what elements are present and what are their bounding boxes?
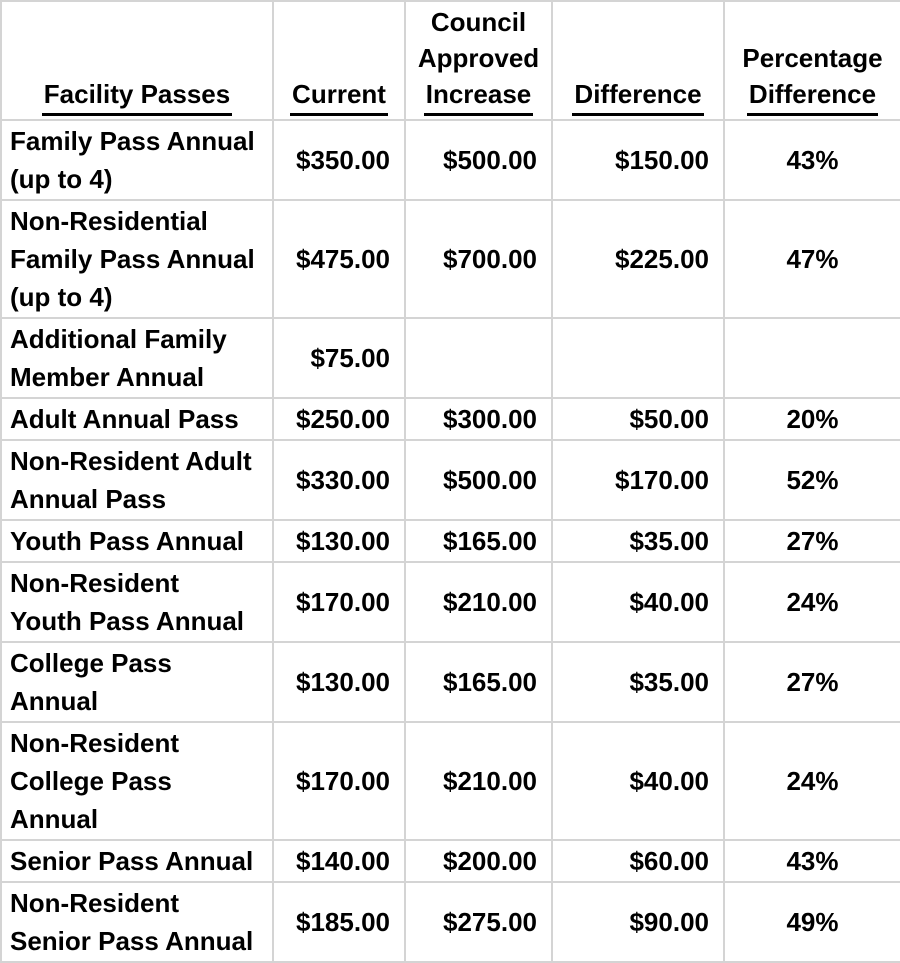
facility-name-cell: Youth Pass Annual <box>0 519 274 563</box>
facility-name-cell: Non-Resident Youth Pass Annual <box>0 561 274 643</box>
difference-value-cell <box>551 317 725 399</box>
table-row: Senior Pass Annual $140.00 $200.00 $60.0… <box>0 839 900 883</box>
column-header-percentage-difference: Percentage Difference <box>723 0 900 121</box>
percentage-value-cell: 43% <box>723 839 900 883</box>
table-row: College Pass Annual $130.00 $165.00 $35.… <box>0 641 900 723</box>
percentage-value-cell: 24% <box>723 721 900 841</box>
facility-name-cell: Non-Resident Senior Pass Annual <box>0 881 274 963</box>
facility-name-cell: Non-Resident Adult Annual Pass <box>0 439 274 521</box>
percentage-value-cell: 27% <box>723 519 900 563</box>
difference-value-cell: $150.00 <box>551 119 725 201</box>
header-underlined-text: Facility Passes <box>41 76 233 116</box>
difference-value-cell: $225.00 <box>551 199 725 319</box>
difference-value-cell: $90.00 <box>551 881 725 963</box>
header-underlined-text: Increase <box>423 76 534 116</box>
table-row: Non-Resident Adult Annual Pass $330.00 $… <box>0 439 900 521</box>
increase-value-cell: $500.00 <box>404 119 553 201</box>
difference-value-cell: $170.00 <box>551 439 725 521</box>
current-value-cell: $75.00 <box>272 317 406 399</box>
current-value-cell: $170.00 <box>272 721 406 841</box>
current-value-cell: $130.00 <box>272 519 406 563</box>
table-row: Non-Resident Senior Pass Annual $185.00 … <box>0 881 900 963</box>
current-value-cell: $185.00 <box>272 881 406 963</box>
header-underlined-text: Current <box>290 76 388 116</box>
column-header-facility-passes: Facility Passes <box>0 0 274 121</box>
header-underlined-text: Difference <box>572 76 704 116</box>
percentage-value-cell: 27% <box>723 641 900 723</box>
difference-value-cell: $60.00 <box>551 839 725 883</box>
table-row: Additional Family Member Annual $75.00 <box>0 317 900 399</box>
increase-value-cell: $500.00 <box>404 439 553 521</box>
current-value-cell: $350.00 <box>272 119 406 201</box>
facility-name-cell: Adult Annual Pass <box>0 397 274 441</box>
increase-value-cell <box>404 317 553 399</box>
current-value-cell: $130.00 <box>272 641 406 723</box>
increase-value-cell: $200.00 <box>404 839 553 883</box>
facility-name-cell: Non-Residential Family Pass Annual (up t… <box>0 199 274 319</box>
current-value-cell: $250.00 <box>272 397 406 441</box>
difference-value-cell: $35.00 <box>551 519 725 563</box>
facility-name-cell: Additional Family Member Annual <box>0 317 274 399</box>
column-header-council-approved-increase: Council Approved Increase <box>404 0 553 121</box>
current-value-cell: $475.00 <box>272 199 406 319</box>
increase-value-cell: $165.00 <box>404 641 553 723</box>
table-row: Youth Pass Annual $130.00 $165.00 $35.00… <box>0 519 900 563</box>
difference-value-cell: $40.00 <box>551 721 725 841</box>
increase-value-cell: $210.00 <box>404 561 553 643</box>
percentage-value-cell <box>723 317 900 399</box>
facility-name-cell: Non-Resident College Pass Annual <box>0 721 274 841</box>
table-row: Non-Resident Youth Pass Annual $170.00 $… <box>0 561 900 643</box>
percentage-value-cell: 49% <box>723 881 900 963</box>
table-row: Non-Resident College Pass Annual $170.00… <box>0 721 900 841</box>
increase-value-cell: $700.00 <box>404 199 553 319</box>
table-row: Adult Annual Pass $250.00 $300.00 $50.00… <box>0 397 900 441</box>
percentage-value-cell: 52% <box>723 439 900 521</box>
increase-value-cell: $210.00 <box>404 721 553 841</box>
table-row: Family Pass Annual (up to 4) $350.00 $50… <box>0 119 900 201</box>
increase-value-cell: $300.00 <box>404 397 553 441</box>
increase-value-cell: $165.00 <box>404 519 553 563</box>
current-value-cell: $170.00 <box>272 561 406 643</box>
percentage-value-cell: 43% <box>723 119 900 201</box>
header-pre-text: Council Approved <box>417 7 540 73</box>
facility-name-cell: Senior Pass Annual <box>0 839 274 883</box>
percentage-value-cell: 24% <box>723 561 900 643</box>
header-underlined-text: Difference <box>746 76 879 116</box>
header-pre-text: Percentage <box>742 43 883 73</box>
facility-name-cell: College Pass Annual <box>0 641 274 723</box>
facility-name-cell: Family Pass Annual (up to 4) <box>0 119 274 201</box>
difference-value-cell: $35.00 <box>551 641 725 723</box>
difference-value-cell: $50.00 <box>551 397 725 441</box>
percentage-value-cell: 20% <box>723 397 900 441</box>
difference-value-cell: $40.00 <box>551 561 725 643</box>
current-value-cell: $140.00 <box>272 839 406 883</box>
column-header-current: Current <box>272 0 406 121</box>
table-row: Non-Residential Family Pass Annual (up t… <box>0 199 900 319</box>
column-header-difference: Difference <box>551 0 725 121</box>
current-value-cell: $330.00 <box>272 439 406 521</box>
percentage-value-cell: 47% <box>723 199 900 319</box>
increase-value-cell: $275.00 <box>404 881 553 963</box>
header-row: Facility Passes Current Council Approved… <box>0 0 900 121</box>
